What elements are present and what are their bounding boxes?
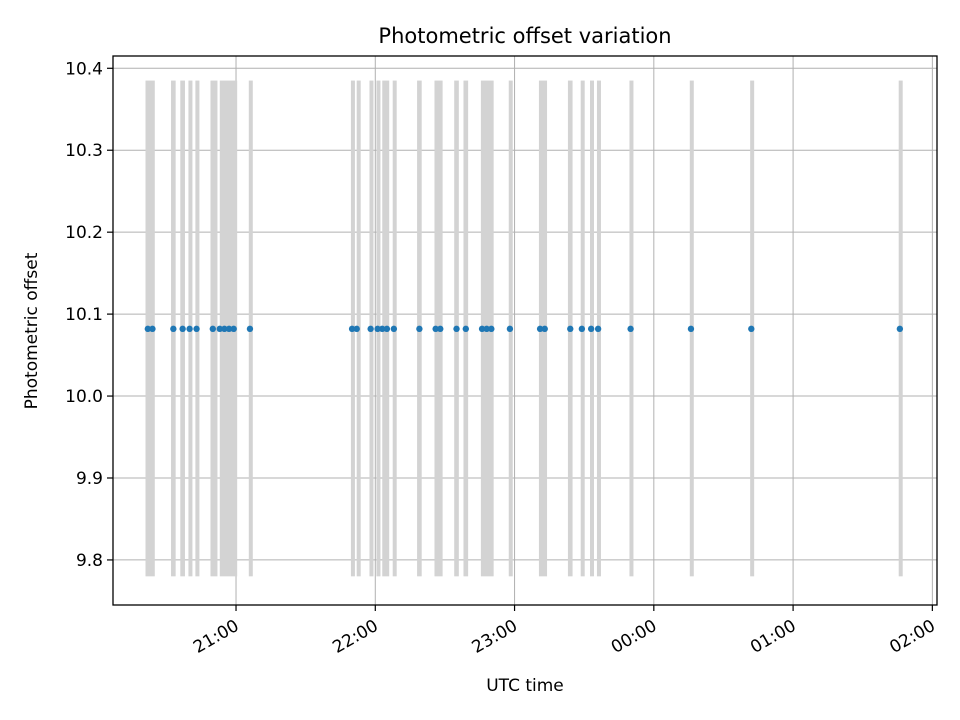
- data-point: [348, 325, 356, 333]
- y-axis-label: Photometric offset: [22, 252, 42, 409]
- data-point: [506, 325, 514, 333]
- data-point: [209, 325, 217, 333]
- data-point: [437, 325, 444, 333]
- data-point: [353, 325, 360, 333]
- data-point: [587, 325, 595, 333]
- chart-title: Photometric offset variation: [378, 24, 671, 48]
- data-point: [179, 325, 186, 333]
- data-point: [216, 325, 223, 333]
- y-tick-label: 10.3: [65, 141, 103, 161]
- data-point: [193, 325, 200, 333]
- data-point: [453, 325, 460, 333]
- plot-frame: [112, 55, 938, 606]
- data-point: [170, 325, 177, 333]
- y-tick-label: 9.8: [76, 551, 103, 571]
- data-point: [536, 325, 544, 333]
- data-point: [748, 325, 755, 333]
- data-point: [374, 325, 381, 333]
- data-point: [149, 325, 156, 333]
- y-tick-label: 10.2: [65, 223, 103, 243]
- data-point: [488, 325, 495, 333]
- y-tick-label: 10.1: [65, 305, 103, 325]
- data-point: [383, 325, 391, 333]
- data-point: [379, 325, 386, 333]
- y-tick-label: 10.4: [65, 59, 103, 79]
- y-tick-label: 9.9: [76, 469, 103, 489]
- data-point: [627, 325, 634, 333]
- data-point: [144, 325, 152, 333]
- data-point: [567, 325, 574, 333]
- data-point: [687, 325, 695, 333]
- data-point: [225, 325, 233, 333]
- data-point: [578, 325, 586, 333]
- data-point: [541, 325, 548, 333]
- y-axis-ticks: 9.8 9.9 10.0 10.1 10.2 10.3 10.4: [65, 59, 113, 571]
- data-point: [594, 325, 602, 333]
- y-tick-label: 10.0: [65, 387, 103, 407]
- data-point: [221, 325, 228, 333]
- data-point: [390, 325, 398, 333]
- data-point: [483, 325, 490, 333]
- data-point: [416, 325, 423, 333]
- data-point: [462, 325, 470, 333]
- data-point: [478, 325, 486, 333]
- data-points: [144, 325, 904, 333]
- data-point: [432, 325, 439, 333]
- data-point: [367, 325, 374, 333]
- data-point: [246, 325, 254, 333]
- data-point: [896, 325, 904, 333]
- data-point: [230, 325, 237, 333]
- x-axis-label: UTC time: [486, 676, 564, 696]
- data-point: [186, 325, 193, 333]
